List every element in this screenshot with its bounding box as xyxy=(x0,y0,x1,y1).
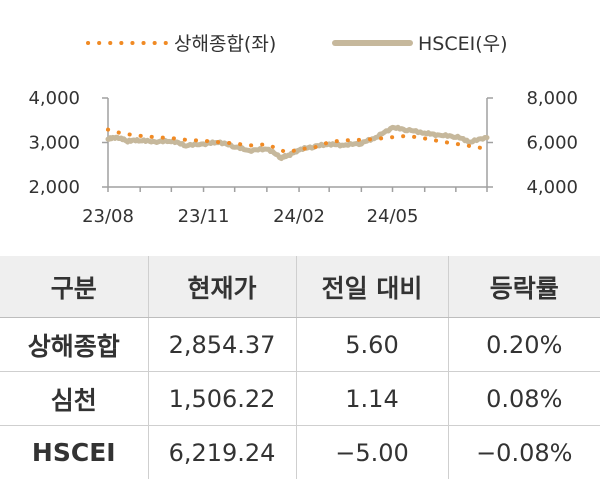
row-change: 1.14 xyxy=(295,371,449,426)
table-row: HSCEI 6,219.24 −5.00 −0.08% xyxy=(0,425,600,479)
table-row: 상해종합 2,854.37 5.60 0.20% xyxy=(0,317,600,372)
row-change-rate: 0.08% xyxy=(447,371,600,426)
row-name: 상해종합 xyxy=(0,317,149,372)
x-tick-label: 24/05 xyxy=(367,206,419,227)
right-y-tick-label: 8,000 xyxy=(526,88,578,109)
row-change-rate: −0.08% xyxy=(447,425,600,479)
left-y-tick-label: 2,000 xyxy=(28,177,80,198)
chart-area: 상해종합(좌) HSCEI(우) 4,000 3,000 2,000 8,000 6,… xyxy=(28,33,578,227)
x-tick-label: 24/02 xyxy=(273,206,325,227)
header-change: 전일 대비 xyxy=(295,256,449,318)
header-current-price: 현재가 xyxy=(147,256,297,318)
row-name: HSCEI xyxy=(0,425,149,479)
series-line-shanghai xyxy=(106,127,489,155)
legend: 상해종합(좌) HSCEI(우) xyxy=(86,33,508,55)
row-current-price: 1,506.22 xyxy=(147,371,297,426)
x-ticks: 23/08 23/11 24/02 24/05 xyxy=(82,187,488,227)
row-change-rate: 0.20% xyxy=(447,317,600,372)
row-current-price: 2,854.37 xyxy=(147,317,297,372)
row-current-price: 6,219.24 xyxy=(147,425,297,479)
row-name: 심천 xyxy=(0,371,149,426)
header-change-rate: 등락률 xyxy=(447,256,600,318)
left-y-tick-label: 3,000 xyxy=(28,133,80,154)
right-y-ticks: 8,000 6,000 4,000 xyxy=(487,88,578,198)
row-change: 5.60 xyxy=(295,317,449,372)
right-y-tick-label: 6,000 xyxy=(526,133,578,154)
index-table: 구분 현재가 전일 대비 등락률 상해종합 2,854.37 5.60 0.20… xyxy=(0,256,600,479)
left-y-tick-label: 4,000 xyxy=(28,88,80,109)
right-y-tick-label: 4,000 xyxy=(526,177,578,198)
table-row: 심천 1,506.22 1.14 0.08% xyxy=(0,371,600,426)
table-header-row: 구분 현재가 전일 대비 등락률 xyxy=(0,256,600,318)
series-line-hscei xyxy=(105,124,490,161)
legend-label-shanghai: 상해종합(좌) xyxy=(174,33,276,55)
x-tick-label: 23/08 xyxy=(82,206,134,227)
left-y-ticks: 4,000 3,000 2,000 xyxy=(28,88,108,198)
x-tick-label: 23/11 xyxy=(178,206,230,227)
row-change: −5.00 xyxy=(295,425,449,479)
header-category: 구분 xyxy=(0,256,149,318)
legend-label-hscei: HSCEI(우) xyxy=(418,33,508,55)
line-chart: 상해종합(좌) HSCEI(우) 4,000 3,000 2,000 8,000 6,… xyxy=(28,33,578,227)
